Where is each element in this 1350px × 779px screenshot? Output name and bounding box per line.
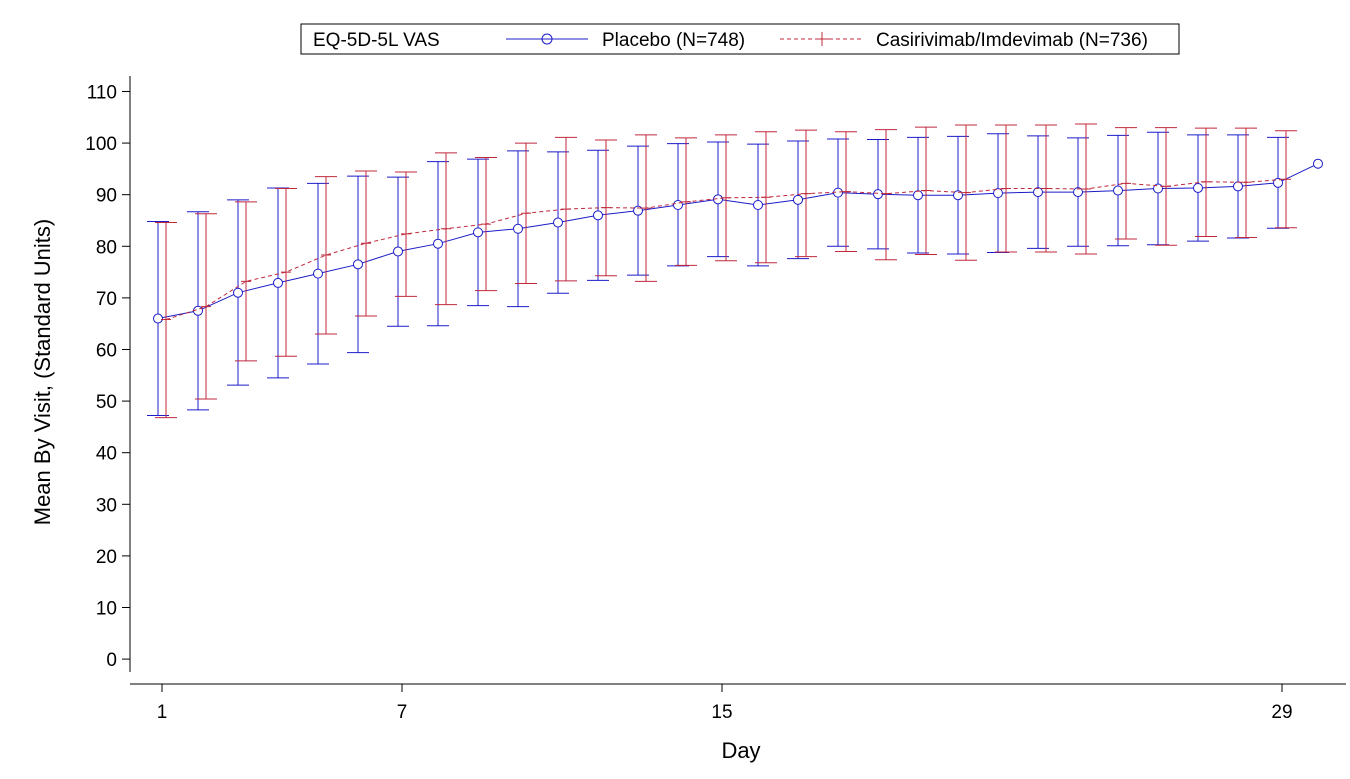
placebo-point [1193, 182, 1203, 193]
y-ticks: 0 10 20 30 40 50 60 70 80 90 100 110 [85, 82, 130, 671]
casirivimab-line [165, 178, 1287, 321]
y-tick-label: 80 [96, 237, 117, 258]
casirivimab-point [201, 301, 211, 312]
casirivimab-point [881, 188, 891, 199]
casirivimab-point [1121, 178, 1131, 189]
y-tick-label: 20 [96, 547, 117, 568]
placebo-point [1113, 185, 1123, 196]
casirivimab-point [481, 219, 491, 230]
placebo-line [157, 163, 1319, 319]
y-tick-label: 30 [96, 495, 117, 516]
x-axis-label: Day [721, 738, 760, 763]
placebo-point [473, 227, 483, 238]
legend-placebo-label: Placebo (N=748) [602, 30, 745, 51]
placebo-point [1273, 177, 1283, 188]
y-tick-label: 90 [96, 186, 117, 207]
legend-casirivimab-label: Casirivimab/Imdevimab (N=736) [876, 30, 1148, 51]
y-tick-label: 50 [96, 392, 117, 413]
casirivimab-point [641, 203, 651, 214]
placebo-point [313, 268, 323, 279]
placebo-point [353, 259, 363, 270]
placebo-series [147, 131, 1323, 417]
placebo-point [753, 200, 763, 211]
x-tick-label: 29 [1271, 702, 1292, 723]
y-tick-label: 110 [87, 82, 117, 103]
placebo-point [1033, 187, 1043, 198]
casirivimab-point [1241, 177, 1251, 188]
y-tick-label: 10 [96, 598, 117, 619]
placebo-point [433, 238, 443, 249]
casirivimab-point [1201, 176, 1211, 187]
casirivimab-point [1281, 174, 1291, 185]
casirivimab-point [1041, 183, 1051, 194]
placebo-point [1313, 158, 1323, 169]
y-tick-label: 60 [96, 340, 117, 361]
legend: EQ-5D-5L VAS Placebo (N=748) Casirivimab… [300, 23, 1180, 55]
casirivimab-point [401, 228, 411, 239]
x-ticks: 1 7 15 29 [157, 684, 1293, 723]
x-tick-label: 1 [157, 702, 168, 723]
placebo-point [953, 190, 963, 201]
y-tick-label: 70 [96, 289, 117, 310]
casirivimab-point [361, 238, 371, 249]
casirivimab-series [155, 123, 1297, 419]
casirivimab-point [681, 196, 691, 207]
placebo-point [873, 189, 883, 200]
casirivimab-point [801, 188, 811, 199]
casirivimab-point [161, 314, 171, 325]
x-tick-label: 15 [711, 702, 732, 723]
placebo-point [393, 246, 403, 257]
placebo-point [153, 313, 163, 324]
placebo-point [1233, 181, 1243, 192]
casirivimab-point [281, 267, 291, 278]
casirivimab-point [961, 187, 971, 198]
placebo-point [513, 223, 523, 234]
casirivimab-point [921, 185, 931, 196]
y-tick-label: 100 [85, 134, 117, 155]
legend-placebo-marker [541, 33, 553, 45]
y-tick-label: 0 [106, 650, 117, 671]
placebo-point [913, 190, 923, 201]
casirivimab-point [561, 204, 571, 215]
y-tick-label: 40 [96, 444, 117, 465]
legend-title: EQ-5D-5L VAS [313, 30, 440, 51]
casirivimab-point [761, 192, 771, 203]
placebo-point [593, 210, 603, 221]
placebo-point [793, 194, 803, 205]
legend-casirivimab-marker [815, 32, 829, 46]
y-axis-label: Mean By Visit, (Standard Units) [30, 219, 55, 526]
x-tick-label: 7 [397, 702, 408, 723]
placebo-point [553, 217, 563, 228]
casirivimab-point [521, 208, 531, 219]
casirivimab-point [1161, 181, 1171, 192]
plot-area [147, 123, 1323, 419]
casirivimab-point [841, 186, 851, 197]
casirivimab-point [241, 276, 251, 287]
casirivimab-point [441, 223, 451, 234]
placebo-point [993, 188, 1003, 199]
placebo-point [233, 287, 243, 298]
casirivimab-point [321, 250, 331, 261]
placebo-point [273, 277, 283, 288]
casirivimab-point [601, 202, 611, 213]
casirivimab-point [721, 192, 731, 203]
casirivimab-point [1081, 184, 1091, 195]
casirivimab-point [1001, 183, 1011, 194]
legend-box [300, 23, 1180, 55]
placebo-point [1073, 187, 1083, 198]
